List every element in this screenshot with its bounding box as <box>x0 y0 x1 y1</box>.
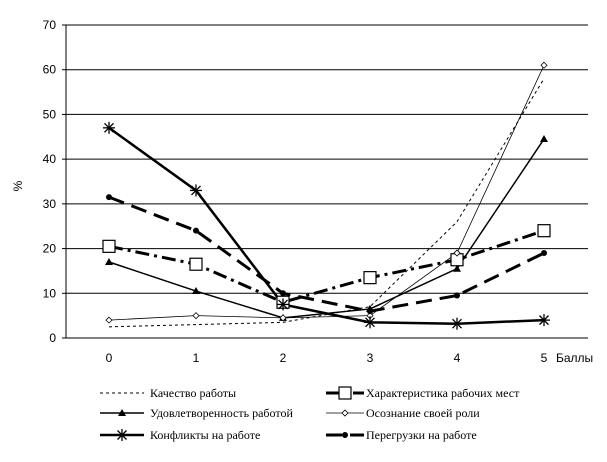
y-tick-label: 10 <box>43 286 57 300</box>
legend-item: Удовлетворенность работой <box>100 406 293 420</box>
data-point <box>364 316 376 329</box>
legend-item: Осознание своей роли <box>326 406 480 420</box>
y-tick-label: 30 <box>43 197 57 211</box>
x-tick-label: 4 <box>454 351 461 365</box>
x-tick-label: 5 <box>541 351 548 365</box>
legend-label: Осознание своей роли <box>366 406 480 420</box>
data-point <box>453 264 461 272</box>
data-point <box>451 317 463 330</box>
data-point <box>193 227 199 234</box>
data-point <box>280 290 286 297</box>
y-axis-label: % <box>11 180 25 191</box>
series-lines <box>108 65 545 328</box>
x-tick-label: 0 <box>106 351 113 365</box>
data-point <box>453 249 461 257</box>
legend-label: Перегрузки на работе <box>366 428 477 442</box>
legend-marker <box>341 409 349 417</box>
y-tick-label: 20 <box>43 242 57 256</box>
y-tick-label: 60 <box>43 63 57 77</box>
y-tick-label: 50 <box>43 107 57 121</box>
data-point <box>190 184 202 197</box>
y-tick-label: 0 <box>49 331 56 345</box>
data-point <box>105 257 113 265</box>
series-line <box>108 65 545 321</box>
x-tick-label: 1 <box>193 351 200 365</box>
data-point <box>367 308 373 315</box>
legend-marker <box>116 429 128 441</box>
data-point <box>192 287 200 295</box>
data-point <box>538 314 550 327</box>
legend-marker <box>338 386 352 400</box>
data-point <box>106 194 112 201</box>
series-line <box>108 126 545 325</box>
data-point <box>102 239 116 253</box>
series-line <box>108 229 545 304</box>
legend-label: Качество работы <box>150 386 236 400</box>
data-point <box>103 121 115 134</box>
legend-label: Конфликты на работе <box>150 428 260 442</box>
data-point <box>541 250 547 257</box>
x-axis-label: Баллы <box>556 351 593 365</box>
series-markers <box>102 61 551 330</box>
data-point <box>540 135 548 143</box>
y-tick-label: 40 <box>43 152 57 166</box>
data-point <box>279 314 287 322</box>
axes: 0 10 20 30 40 50 60 70 0 1 2 3 4 5 <box>43 18 588 365</box>
legend-marker <box>342 432 348 438</box>
legend-label: Характеристика рабочих мест <box>366 386 520 400</box>
legend-item: Перегрузки на работе <box>326 428 477 442</box>
legend-item: Конфликты на работе <box>100 428 260 442</box>
data-point <box>189 257 203 271</box>
legend-item: Качество работы <box>100 386 236 400</box>
x-tick-label: 3 <box>367 351 374 365</box>
data-point <box>540 61 548 69</box>
data-point <box>537 224 551 238</box>
legend-item: Характеристика рабочих мест <box>326 386 520 400</box>
series-line <box>108 195 545 313</box>
x-tick-label: 2 <box>280 351 287 365</box>
legend: Качество работы Характеристика рабочих ме… <box>100 386 520 442</box>
data-point <box>105 316 113 324</box>
y-tick-label: 70 <box>43 18 57 32</box>
data-point <box>192 312 200 320</box>
data-point <box>363 271 377 285</box>
data-point <box>277 298 289 311</box>
legend-marker <box>118 409 126 416</box>
data-point <box>454 292 460 299</box>
legend-label: Удовлетворенность работой <box>150 406 293 420</box>
